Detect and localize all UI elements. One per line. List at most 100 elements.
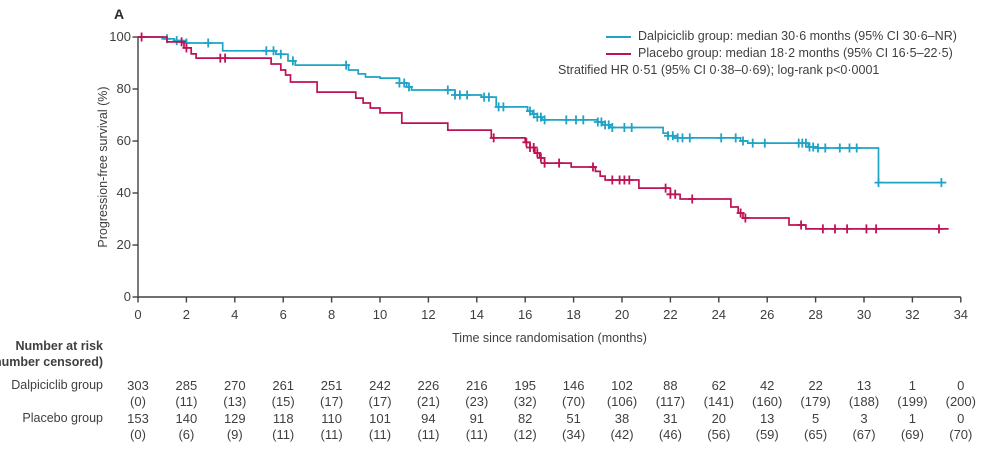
censored-value: (65) — [804, 427, 828, 442]
censored-value: (11) — [417, 427, 440, 442]
risk-value: 91 — [469, 411, 485, 426]
risk-value: 13 — [856, 378, 872, 393]
legend-label-placebo: Placebo group: median 18·2 months (95% C… — [638, 46, 953, 60]
risk-value: 146 — [562, 378, 585, 393]
censored-value: (32) — [513, 394, 537, 409]
censored-value: (160) — [752, 394, 783, 409]
censored-value: (56) — [707, 427, 731, 442]
x-tick-label: 6 — [279, 307, 287, 322]
censored-value: (21) — [416, 394, 440, 409]
censored-value: (117) — [655, 394, 686, 409]
risk-table-header-2: (number censored) — [0, 355, 103, 369]
risk-value: 82 — [517, 411, 533, 426]
censored-value: (11) — [368, 427, 392, 442]
risk-value: 216 — [465, 378, 488, 393]
risk-value: 42 — [759, 378, 775, 393]
stratified-hr-note: Stratified HR 0·51 (95% CI 0·38–0·69); l… — [558, 63, 880, 77]
risk-value: 153 — [127, 411, 149, 426]
risk-table-header-1: Number at risk — [15, 339, 103, 353]
risk-value: 118 — [272, 411, 294, 426]
censored-value: (23) — [465, 394, 489, 409]
x-tick-label: 30 — [856, 307, 872, 322]
y-tick-label: 100 — [109, 29, 131, 44]
x-tick-label: 22 — [663, 307, 678, 322]
censored-value: (0) — [130, 394, 146, 409]
risk-value: 5 — [811, 411, 820, 426]
risk-value: 129 — [223, 411, 246, 426]
censored-value: (200) — [945, 394, 976, 409]
x-tick-label: 18 — [566, 307, 581, 322]
y-axis-title: Progression-free survival (%) — [96, 86, 110, 248]
censored-value: (6) — [178, 427, 195, 442]
x-tick-label: 10 — [372, 307, 388, 322]
risk-value: 261 — [272, 378, 295, 393]
risk-value: 88 — [663, 378, 678, 393]
risk-value: 22 — [808, 378, 823, 393]
legend-item-placebo: Placebo group: median 18·2 months (95% C… — [606, 45, 978, 62]
censored-value: (9) — [226, 427, 243, 442]
risk-value: 0 — [957, 378, 965, 393]
risk-value: 31 — [663, 411, 678, 426]
risk-value: 51 — [566, 411, 581, 426]
x-tick-label: 0 — [134, 307, 142, 322]
x-tick-label: 2 — [182, 307, 190, 322]
censored-value: (70) — [949, 427, 973, 442]
risk-value: 242 — [369, 378, 391, 393]
placebo-line-swatch-icon — [606, 52, 631, 55]
censored-value: (11) — [320, 427, 343, 442]
x-tick-label: 8 — [327, 307, 336, 322]
risk-row-label-placebo: Placebo group — [22, 411, 103, 425]
risk-value: 101 — [369, 411, 391, 426]
censored-value: (179) — [800, 394, 831, 409]
censored-value: (70) — [562, 394, 586, 409]
risk-value: 285 — [175, 378, 198, 393]
risk-value: 38 — [614, 411, 630, 426]
risk-value: 140 — [175, 411, 198, 426]
y-tick-label: 0 — [123, 289, 131, 304]
risk-value: 13 — [759, 411, 775, 426]
y-tick-label: 80 — [116, 81, 131, 96]
censored-value: (34) — [562, 427, 586, 442]
risk-value: 102 — [611, 378, 633, 393]
risk-value: 62 — [711, 378, 727, 393]
censored-value: (11) — [175, 394, 198, 409]
risk-row-label-dalpiciclib: Dalpiciclib group — [11, 378, 103, 392]
censored-value: (42) — [610, 427, 634, 442]
x-tick-label: 24 — [711, 307, 727, 322]
risk-value: 270 — [223, 378, 246, 393]
x-tick-label: 20 — [614, 307, 630, 322]
censored-value: (13) — [223, 394, 247, 409]
censored-value: (11) — [465, 427, 488, 442]
legend: Dalpiciclib group: median 30·6 months (9… — [558, 28, 978, 79]
y-tick-label: 20 — [116, 237, 131, 252]
legend-label-dalpiciclib: Dalpiciclib group: median 30·6 months (9… — [638, 29, 957, 43]
censored-value: (188) — [848, 394, 880, 409]
x-tick-label: 26 — [759, 307, 775, 322]
risk-value: 94 — [421, 411, 436, 426]
risk-value: 0 — [957, 411, 965, 426]
panel-label: A — [114, 6, 125, 22]
x-tick-label: 32 — [905, 307, 920, 322]
censored-value: (11) — [272, 427, 295, 442]
x-tick-label: 28 — [808, 307, 823, 322]
dalpiciclib-line-swatch-icon — [606, 35, 631, 38]
censor-marks-placebo — [137, 32, 943, 234]
x-axis-title: Time since randomisation (months) — [452, 331, 647, 345]
x-tick-label: 4 — [231, 307, 239, 322]
risk-value: 251 — [320, 378, 343, 393]
censored-value: (17) — [368, 394, 392, 409]
censored-value: (106) — [606, 394, 638, 409]
x-tick-label: 12 — [421, 307, 436, 322]
x-tick-label: 34 — [953, 307, 969, 322]
risk-value: 3 — [860, 411, 868, 426]
risk-value: 195 — [514, 378, 537, 393]
risk-value: 20 — [711, 411, 727, 426]
censored-value: (67) — [852, 427, 876, 442]
censored-value: (141) — [703, 394, 734, 409]
x-tick-label: 14 — [469, 307, 485, 322]
risk-value: 303 — [127, 378, 149, 393]
censored-value: (199) — [897, 394, 928, 409]
risk-value: 1 — [908, 378, 917, 393]
